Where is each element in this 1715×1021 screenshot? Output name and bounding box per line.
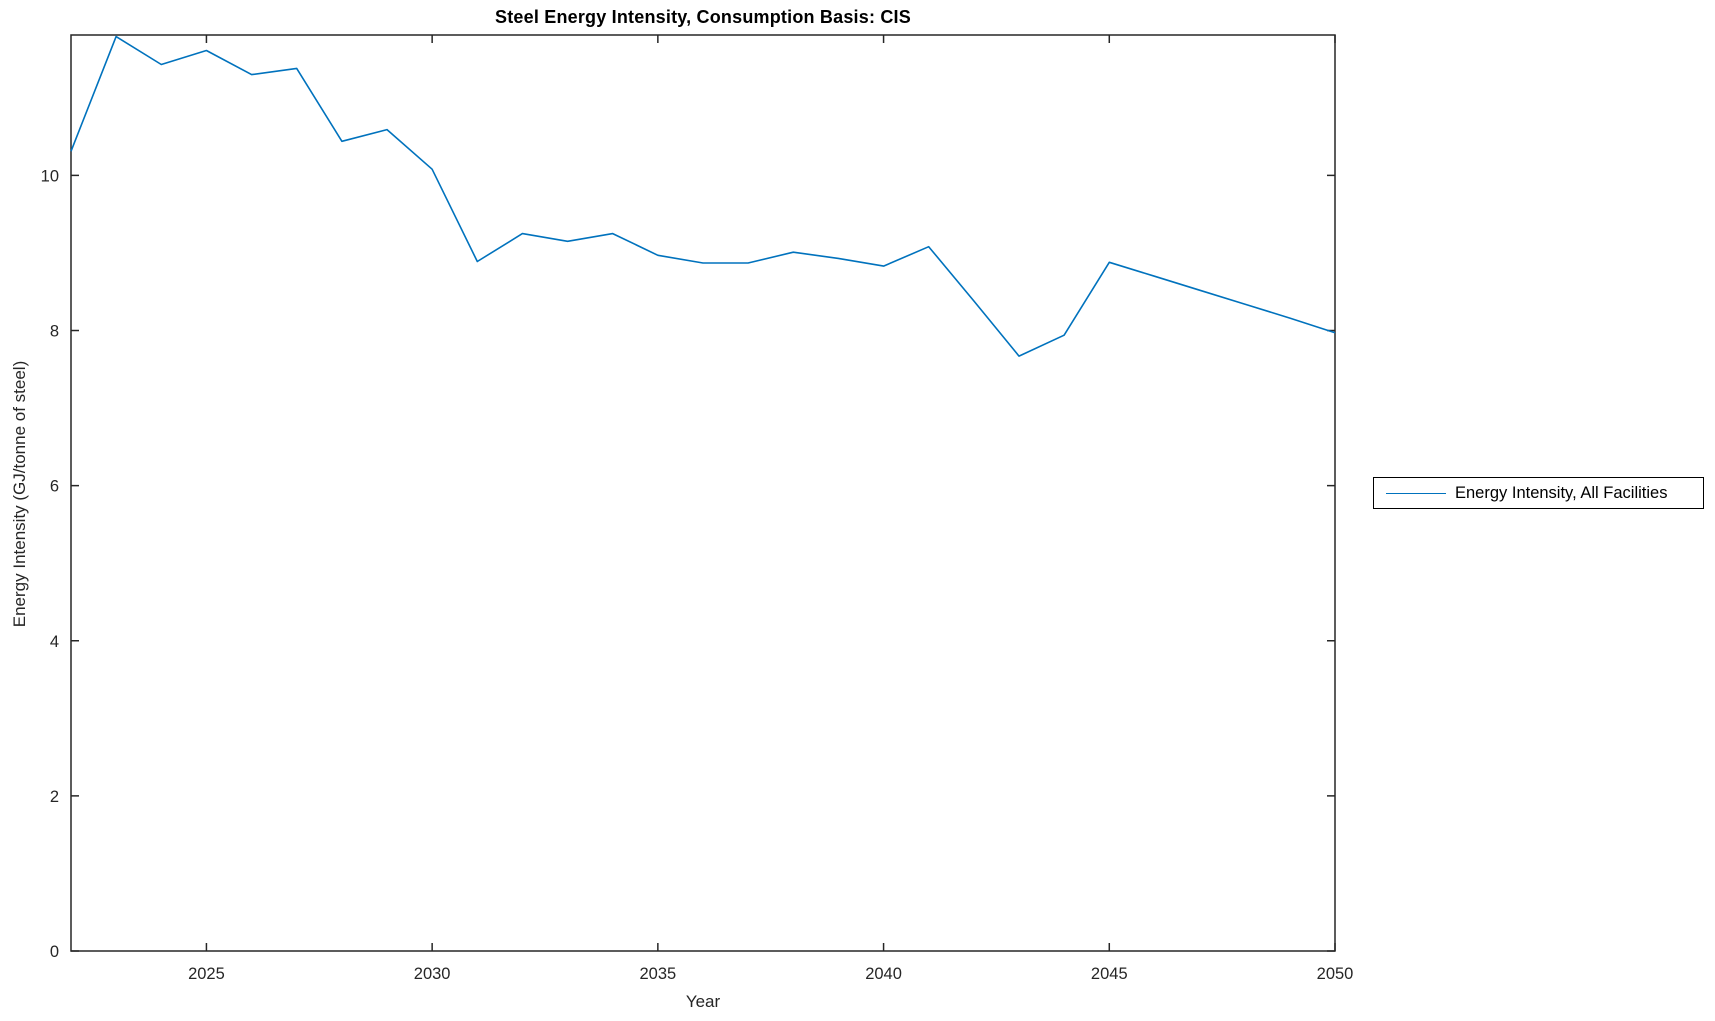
x-tick-label: 2035 [639,965,676,983]
y-tick-label: 8 [50,323,59,341]
chart-title: Steel Energy Intensity, Consumption Basi… [495,7,911,27]
x-tick-label: 2030 [414,965,451,983]
y-tick-label: 6 [50,478,59,496]
x-tick-label: 2045 [1091,965,1128,983]
x-tick-label: 2040 [865,965,902,983]
legend-line-sample [1386,492,1446,494]
legend-entry-label: Energy Intensity, All Facilities [1455,483,1668,502]
y-tick-label: 10 [41,167,59,185]
y-tick-label: 0 [50,943,59,961]
y-tick-label: 4 [50,633,59,651]
y-tick-label: 2 [50,788,59,806]
x-tick-label: 2025 [188,965,225,983]
axes-box [70,34,1336,952]
legend: Energy Intensity, All Facilities [1373,477,1704,509]
y-axis-label: Energy Intensity (GJ/tonne of steel) [10,360,29,628]
x-tick-label: 2050 [1317,965,1354,983]
x-axis-label: Year [685,992,721,1011]
energy-intensity-line [70,35,1336,357]
